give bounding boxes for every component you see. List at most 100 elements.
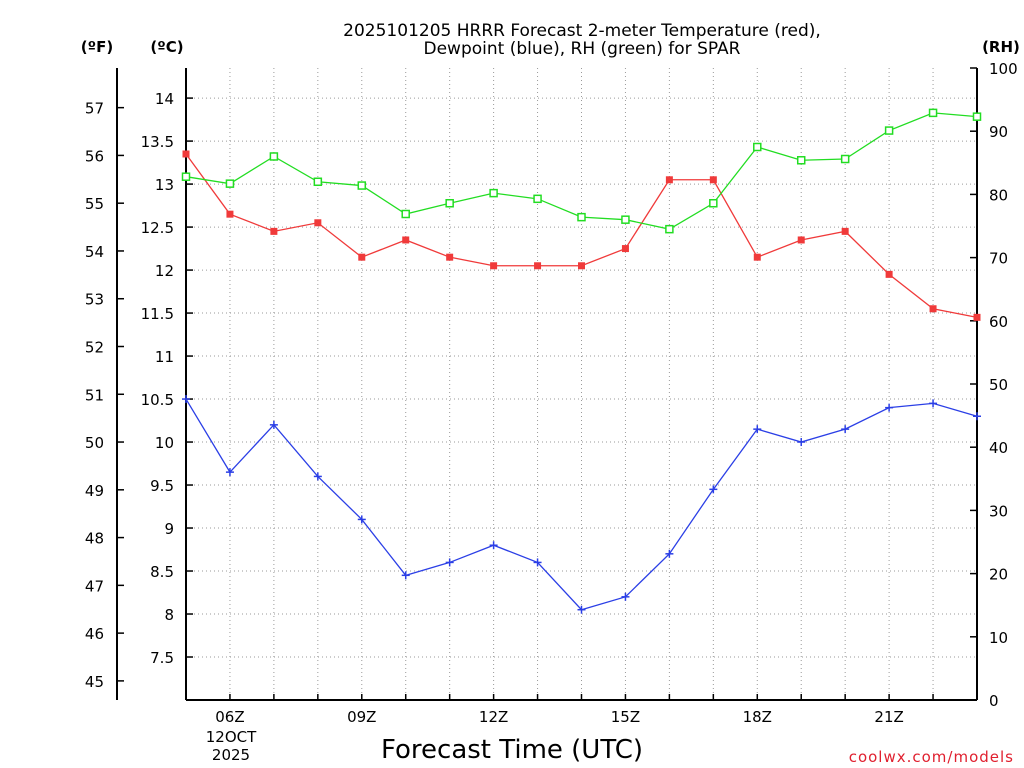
rh-point (577, 212, 586, 222)
2-meter-temperature-point (709, 176, 717, 184)
rh-point (928, 108, 938, 118)
rh-tick-label: 100 (989, 60, 1018, 78)
chart-title-line2: Dewpoint (blue), RH (green) for SPAR (424, 39, 741, 59)
dewpoint-point (753, 425, 762, 434)
rh-point (621, 215, 630, 224)
rh-point (533, 194, 542, 204)
celsius-tick-label: 10.5 (141, 391, 174, 409)
dewpoint-point (489, 541, 498, 550)
2-meter-temperature-point (885, 270, 893, 278)
rh-tick-label: 60 (989, 313, 1008, 331)
series-layer (181, 108, 982, 614)
rh-tick-label: 90 (989, 123, 1008, 141)
gridlines (186, 68, 977, 700)
rh-point (796, 156, 806, 165)
dewpoint-point (621, 592, 630, 601)
rh-tick-label: 70 (989, 250, 1008, 268)
fahrenheit-tick-label: 54 (85, 243, 104, 261)
2-meter-temperature-point (182, 150, 190, 158)
dewpoint-point (577, 605, 586, 614)
dewpoint-point (533, 558, 542, 567)
2-meter-temperature-point (753, 253, 761, 261)
dewpoint-point (973, 412, 981, 421)
rh-tick-label: 50 (989, 376, 1008, 394)
rh-tick-label: 10 (989, 629, 1008, 647)
celsius-tick-label: 8.5 (150, 563, 174, 581)
celsius-tick-label: 9.5 (150, 477, 174, 495)
rh-point (665, 224, 674, 234)
celsius-tick-label: 12.5 (141, 219, 174, 237)
fahrenheit-tick-label: 56 (85, 147, 104, 165)
x-tick-label: 18Z (743, 708, 772, 726)
rh-point (972, 112, 982, 121)
rh-tick-label: 0 (989, 692, 999, 710)
dewpoint-point (665, 549, 674, 558)
rh-point (445, 198, 454, 208)
dewpoint-point (445, 558, 454, 567)
2-meter-temperature-point (621, 245, 629, 253)
fahrenheit-tick-label: 53 (85, 291, 104, 309)
dewpoint-point (357, 515, 366, 524)
celsius-tick-label: 13 (155, 176, 174, 194)
dewpoint-point (841, 425, 850, 434)
fahrenheit-unit-label: (ºF) (81, 38, 113, 56)
dewpoint-point (885, 403, 894, 412)
rh-point (401, 209, 410, 219)
rh-tick-label: 40 (989, 439, 1008, 457)
x-tick-label: 15Z (611, 708, 640, 726)
celsius-tick-label: 12 (155, 262, 174, 280)
celsius-tick-label: 14 (155, 90, 174, 108)
rh-tick-label: 30 (989, 502, 1008, 520)
x-tick-label: 21Z (874, 708, 903, 726)
rh-point (489, 188, 498, 198)
celsius-tick-label: 13.5 (141, 133, 174, 151)
dewpoint-point (313, 472, 322, 481)
fahrenheit-tick-label: 48 (85, 530, 104, 548)
celsius-tick-label: 7.5 (150, 649, 174, 667)
2-meter-temperature-point (578, 262, 585, 270)
rh-unit-label: (RH) (982, 38, 1020, 56)
2-meter-temperature-point (973, 313, 981, 321)
celsius-tick-label: 11 (155, 348, 174, 366)
date-label-year: 2025 (212, 746, 250, 764)
celsius-tick-label: 10 (155, 434, 174, 452)
rh-point (357, 181, 367, 190)
2-meter-temperature-point (665, 176, 673, 184)
2-meter-temperature-point (314, 219, 322, 227)
dewpoint-point (401, 571, 410, 580)
rh-point (753, 142, 762, 152)
rh-point (225, 179, 235, 188)
x-tick-label: 06Z (215, 708, 244, 726)
fahrenheit-tick-label: 50 (85, 434, 104, 452)
celsius-tick-label: 8 (164, 606, 174, 624)
tick-labels: 14 13.5 13 12.5 12 11.5 11 10.5 10 9.5 9 8.5 8 7.5 57 5… (85, 60, 1018, 726)
dewpoint-point (797, 438, 806, 447)
rh-point (709, 198, 718, 208)
dewpoint-point (929, 399, 938, 408)
dewpoint-point (709, 485, 718, 494)
2-meter-temperature-point (446, 253, 454, 261)
2-meter-temperature-point (797, 236, 805, 244)
fahrenheit-tick-label: 51 (85, 386, 104, 404)
2-meter-temperature-point (402, 236, 410, 244)
2-meter-temperature-point (490, 262, 498, 270)
x-axis-title: Forecast Time (UTC) (381, 735, 643, 765)
2-meter-temperature-point (841, 227, 849, 235)
rh-tick-label: 80 (989, 186, 1008, 204)
fahrenheit-tick-label: 45 (85, 673, 104, 691)
2-meter-temperature-point (270, 227, 278, 235)
credit-link[interactable]: coolwx.com/models (849, 748, 1014, 766)
dewpoint-point (182, 395, 190, 404)
fahrenheit-tick-label: 57 (85, 100, 104, 118)
2-meter-temperature-point (358, 253, 366, 261)
fahrenheit-tick-label: 52 (85, 339, 104, 357)
rh-point (884, 126, 894, 135)
celsius-unit-label: (ºC) (150, 38, 183, 56)
fahrenheit-tick-label: 49 (85, 482, 104, 500)
2-meter-temperature-point (534, 262, 542, 270)
dewpoint-point (269, 420, 278, 429)
fahrenheit-tick-label: 46 (85, 625, 104, 643)
chart-title-line1: 2025101205 HRRR Forecast 2-meter Tempera… (343, 21, 821, 41)
rh-line (185, 112, 978, 230)
fahrenheit-tick-label: 55 (85, 195, 104, 213)
